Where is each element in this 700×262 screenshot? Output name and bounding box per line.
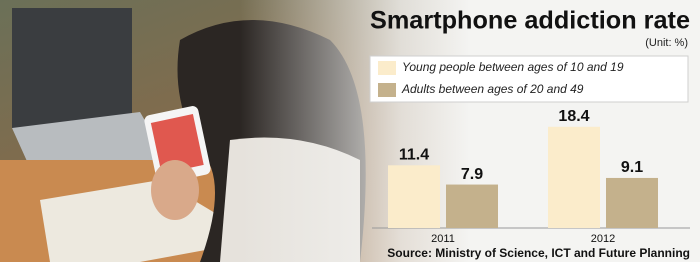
legend-swatch xyxy=(378,83,396,97)
unit-note: (Unit: %) xyxy=(645,37,688,49)
x-tick-label: 2012 xyxy=(591,233,615,245)
value-label: 9.1 xyxy=(621,159,643,176)
bar xyxy=(548,127,600,228)
value-label: 18.4 xyxy=(558,108,589,125)
legend-label: Young people between ages of 10 and 19 xyxy=(402,60,624,74)
bar xyxy=(446,185,498,228)
legend-swatch xyxy=(378,61,396,75)
infographic: Smartphone addiction rate (Unit: %) Sour… xyxy=(0,0,700,262)
value-label: 7.9 xyxy=(461,166,483,183)
source: Source: Ministry of Science, ICT and Fut… xyxy=(387,246,690,260)
bar xyxy=(388,165,440,228)
legend-label: Adults between ages of 20 and 49 xyxy=(401,82,584,96)
chart-title: Smartphone addiction rate xyxy=(370,7,690,35)
x-tick-label: 2011 xyxy=(431,233,455,245)
value-label: 11.4 xyxy=(399,147,429,164)
bar xyxy=(606,178,658,228)
